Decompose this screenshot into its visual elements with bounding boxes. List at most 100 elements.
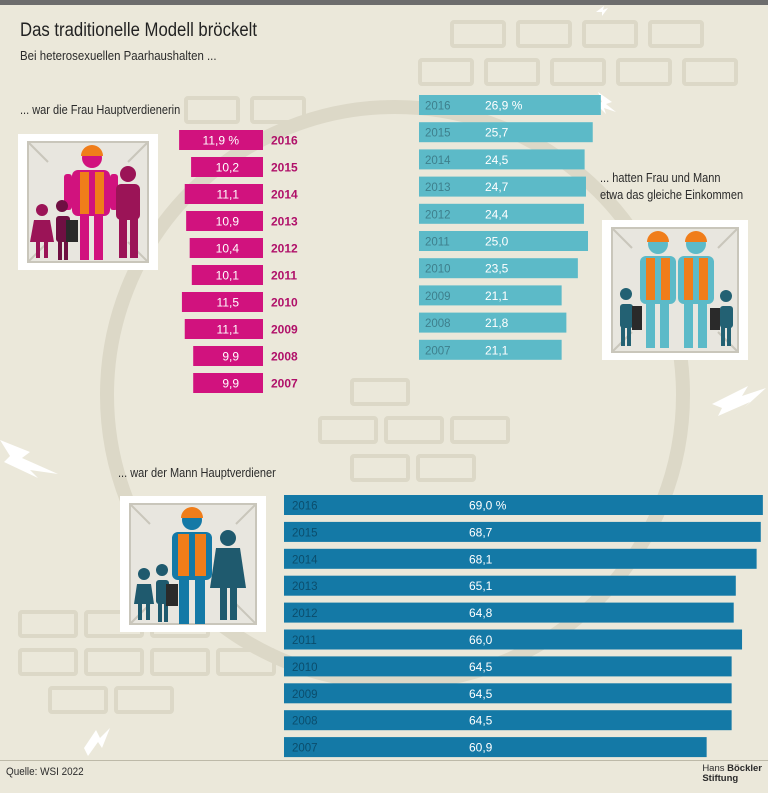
equal-value-label-2012: 24,4: [485, 207, 509, 221]
equal-bar-2011: [419, 231, 588, 251]
man-bar-2012: [284, 602, 734, 623]
man-bar-2013: [284, 575, 736, 596]
equal-income-family-icon: [602, 220, 748, 360]
man-value-label-2012: 64,8: [469, 606, 493, 620]
equal-bar-2013: [419, 176, 586, 197]
man-bar-2008: [284, 710, 732, 731]
equal-section-title: ... hatten Frau und Mann etwa das gleich…: [600, 170, 743, 204]
equal-value-label-2013: 24,7: [485, 180, 509, 194]
logo-line2: Stiftung: [702, 773, 739, 784]
equal-value-label-2014: 24,5: [485, 153, 509, 167]
woman-year-label-2014: 2014: [271, 188, 298, 202]
equal-year-label-2008: 2008: [425, 318, 451, 330]
equal-value-label-2016: 26,9 %: [485, 99, 523, 113]
equal-year-label-2007: 2007: [425, 345, 451, 357]
woman-bar-2015: [191, 157, 263, 177]
woman-value-label-2015: 10,2: [216, 161, 240, 175]
man-value-label-2013: 65,1: [469, 579, 493, 593]
woman-year-label-2007: 2007: [271, 377, 298, 391]
top-rule: [0, 0, 768, 5]
equal-bar-2016: [419, 95, 601, 115]
logo-line1-b: Böckler: [727, 763, 762, 774]
man-section-title: ... war der Mann Hauptverdiener: [118, 466, 276, 480]
man-breadwinner-family-icon: [120, 496, 266, 632]
man-year-label-2012: 2012: [292, 608, 318, 620]
equal-bar-2008: [419, 312, 567, 333]
woman-bar-2011: [191, 265, 263, 285]
man-value-label-2010: 64,5: [469, 660, 493, 674]
man-year-label-2009: 2009: [292, 689, 318, 701]
woman-value-label-2008: 9,9: [222, 350, 239, 364]
man-value-label-2016: 69,0 %: [469, 499, 507, 513]
woman-year-label-2011: 2011: [271, 269, 297, 283]
page-title: Das traditionelle Modell bröckelt: [20, 20, 257, 41]
woman-year-label-2012: 2012: [271, 242, 298, 256]
man-value-label-2008: 64,5: [469, 714, 493, 728]
woman-value-label-2011: 10,1: [216, 269, 240, 283]
woman-bar-2013: [186, 211, 263, 231]
equal-value-label-2015: 25,7: [485, 126, 509, 140]
woman-bar-2014: [184, 184, 263, 204]
brick-wall-decoration: [18, 20, 738, 714]
woman-year-label-2008: 2008: [271, 350, 298, 364]
man-value-label-2009: 64,5: [469, 687, 493, 701]
woman-bar-2016: [179, 130, 263, 150]
equal-value-label-2010: 23,5: [485, 262, 509, 276]
man-value-label-2011: 66,0: [469, 633, 493, 647]
woman-value-label-2014: 11,1: [217, 188, 240, 202]
woman-year-label-2016: 2016: [271, 134, 298, 148]
man-year-label-2013: 2013: [292, 581, 318, 593]
equal-year-label-2011: 2011: [425, 237, 450, 249]
man-bar-2010: [284, 656, 732, 677]
man-year-label-2011: 2011: [292, 635, 317, 647]
woman-value-label-2007: 9,9: [222, 377, 239, 391]
woman-year-label-2013: 2013: [271, 215, 298, 229]
woman-year-label-2010: 2010: [271, 296, 298, 310]
equal-bar-2010: [419, 258, 578, 279]
footer-rule: [0, 760, 768, 761]
equal-year-label-2012: 2012: [425, 209, 451, 221]
man-year-label-2010: 2010: [292, 662, 318, 674]
man-bar-2016: [284, 495, 763, 515]
woman-bar-2007: [193, 373, 263, 393]
equal-year-label-2010: 2010: [425, 264, 451, 276]
woman-year-label-2015: 2015: [271, 161, 298, 175]
equal-year-label-2016: 2016: [425, 101, 451, 113]
logo-line1-a: Hans: [702, 763, 728, 774]
woman-bar-2012: [189, 238, 263, 258]
equal-year-label-2013: 2013: [425, 182, 451, 194]
equal-bar-2012: [419, 203, 584, 224]
woman-value-label-2012: 10,4: [216, 242, 240, 256]
publisher-logo: Hans Böckler Stiftung: [702, 764, 762, 784]
woman-value-label-2013: 10,9: [216, 215, 240, 229]
woman-value-label-2010: 11,5: [217, 296, 240, 310]
man-bar-2007: [284, 737, 707, 758]
equal-value-label-2009: 21,1: [485, 289, 509, 303]
man-bar-2011: [284, 629, 743, 650]
equal-year-label-2015: 2015: [425, 128, 451, 140]
source-note: Quelle: WSI 2022: [6, 766, 84, 778]
woman-year-label-2009: 2009: [271, 323, 298, 337]
equal-value-label-2007: 21,1: [485, 343, 509, 357]
woman-section-title: ... war die Frau Hauptverdienerin: [20, 103, 181, 117]
woman-bar-2008: [193, 346, 263, 366]
man-year-label-2014: 2014: [292, 554, 318, 566]
equal-bar-2009: [419, 285, 562, 306]
equal-value-label-2008: 21,8: [485, 316, 509, 330]
equal-year-label-2014: 2014: [425, 155, 451, 167]
man-bar-2009: [284, 683, 732, 704]
woman-value-label-2016: 11,9 %: [203, 134, 240, 148]
man-year-label-2008: 2008: [292, 716, 318, 728]
man-bar-2014: [284, 548, 757, 569]
equal-bar-2007: [419, 339, 562, 360]
man-year-label-2007: 2007: [292, 743, 318, 755]
man-value-label-2015: 68,7: [469, 525, 493, 539]
woman-bar-2009: [184, 319, 263, 339]
equal-bar-2015: [419, 122, 593, 143]
equal-title-line2: etwa das gleiche Einkommen: [600, 188, 744, 202]
equal-year-label-2009: 2009: [425, 291, 451, 303]
man-bar-2015: [284, 521, 761, 542]
woman-value-label-2009: 11,1: [217, 323, 240, 337]
